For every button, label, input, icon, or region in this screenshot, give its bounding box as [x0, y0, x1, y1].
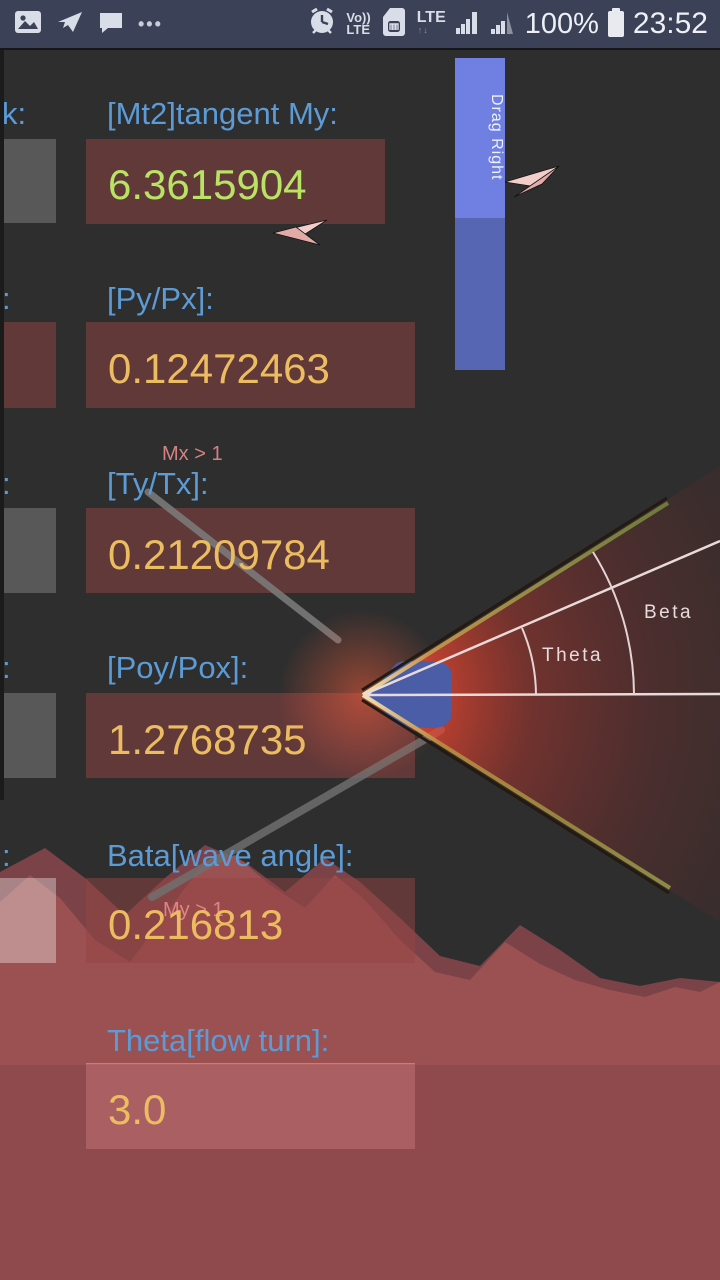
ty-tx-label: [Ty/Tx]:: [107, 466, 209, 501]
drag-right-handle[interactable]: Drag Right: [455, 58, 505, 370]
mt2-tangent-my-value: 6.3615904: [108, 161, 307, 208]
centerline: [362, 692, 720, 697]
bata-wave-angle-label: Bata[wave angle]:: [107, 838, 354, 873]
battery-icon: [607, 8, 624, 37]
left-cut-field-2[interactable]: [0, 322, 56, 408]
poy-pox-value: 1.2768735: [108, 716, 307, 763]
drag-right-handle-top[interactable]: [455, 58, 505, 218]
mx-gt-1-annotation: Mx > 1: [162, 443, 223, 465]
left-cut-label-5: :: [2, 838, 11, 873]
status-bar: ••• Vo)) LTE: [0, 0, 720, 50]
left-cut-label-3: :: [2, 466, 11, 501]
paper-plane-right-icon: [504, 165, 560, 198]
more-icon: •••: [138, 13, 163, 34]
gallery-icon: [14, 10, 42, 39]
drawer-edge: [0, 48, 4, 800]
mt2-tangent-my-field[interactable]: [86, 139, 385, 224]
alarm-icon: [307, 7, 337, 42]
volte-icon: Vo)) LTE: [346, 10, 371, 37]
drag-right-label: Drag Right: [488, 94, 505, 181]
beta-arc: [592, 551, 635, 695]
signal-icon-2: [490, 9, 516, 40]
left-cut-field-5[interactable]: [0, 878, 56, 963]
chat-icon: [98, 10, 124, 39]
theta-angle-label: Theta: [542, 645, 603, 666]
left-cut-label-4: :: [2, 650, 11, 685]
lte-indicator: LTE ↑↓: [416, 9, 446, 36]
theta-flow-turn-label: Theta[flow turn]:: [107, 1023, 330, 1058]
py-px-field[interactable]: [86, 322, 415, 408]
my-gt-1-annotation: My > 1: [163, 899, 224, 921]
deflection-line: [362, 539, 720, 697]
beta-angle-label: Beta: [644, 602, 693, 623]
sim-card-icon: [380, 6, 408, 43]
ty-tx-value: 0.21209784: [108, 531, 330, 578]
left-cut-field-3[interactable]: [0, 508, 56, 593]
left-cut-field-4[interactable]: [0, 693, 56, 778]
theta-flow-turn-value: 3.0: [108, 1086, 167, 1133]
left-cut-label-1: k:: [2, 96, 27, 131]
clock-time: 23:52: [632, 7, 708, 40]
signal-icon-1: [455, 9, 481, 40]
bata-wave-angle-value: 0.216813: [108, 901, 284, 948]
py-px-value: 0.12472463: [108, 345, 330, 392]
theta-flow-turn-field[interactable]: [86, 1063, 415, 1149]
telegram-icon: [56, 10, 84, 39]
left-cut-label-2: :: [2, 281, 11, 316]
battery-percent: 100%: [524, 7, 599, 40]
py-px-label: [Py/Px]:: [107, 281, 214, 316]
poy-pox-label: [Poy/Pox]:: [107, 650, 249, 685]
mt2-tangent-my-label: [Mt2]tangent My:: [107, 96, 338, 131]
left-cut-field-1[interactable]: [0, 139, 56, 223]
theta-arc: [521, 627, 537, 695]
